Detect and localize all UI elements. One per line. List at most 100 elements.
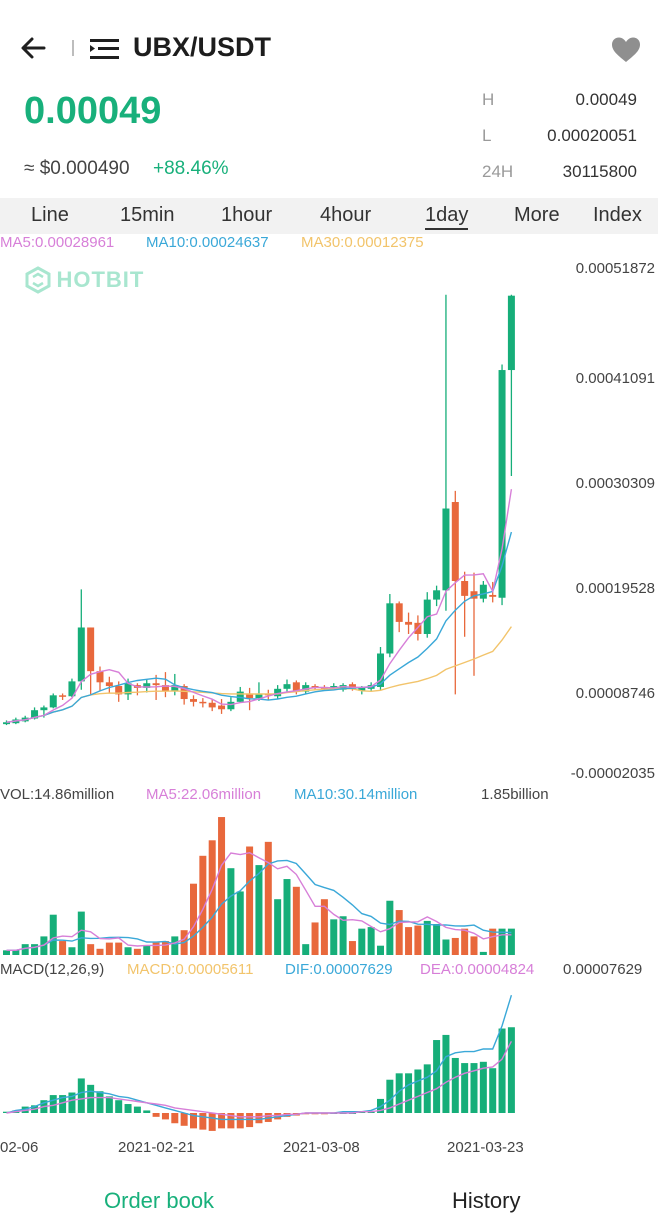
volume-bar: [31, 944, 39, 955]
macd-bar: [208, 1113, 216, 1131]
volume-bar: [274, 899, 282, 955]
tab-index[interactable]: Index: [593, 204, 642, 226]
tab-1day[interactable]: 1day: [425, 204, 469, 230]
tab-15min[interactable]: 15min: [120, 204, 175, 226]
volume-bar: [246, 846, 254, 955]
candle-body: [246, 693, 254, 699]
y-tick-label: 0.00019528: [575, 580, 655, 597]
watermark-text: HOTBIT: [56, 267, 145, 292]
y-tick-label: -0.00002035: [570, 765, 655, 782]
volume-bar: [236, 891, 244, 955]
macd-bar: [190, 1113, 197, 1129]
candle-body: [124, 683, 132, 695]
candle-body: [405, 621, 413, 625]
candle-body: [470, 591, 478, 599]
volume-bar: [470, 936, 478, 955]
candle-body: [87, 627, 95, 672]
candle-body: [283, 684, 291, 689]
back-button[interactable]: [18, 34, 50, 62]
vol-ma5-line: [6, 851, 512, 952]
macd-bar: [236, 1113, 244, 1129]
tab-1hour[interactable]: 1hour: [221, 204, 273, 226]
candle-body: [330, 686, 338, 688]
volume-bar: [3, 950, 10, 955]
x-tick-label: 2021-02-21: [118, 1139, 195, 1156]
volume-bar: [171, 936, 179, 955]
candle-body: [377, 653, 384, 687]
candle-body: [274, 688, 282, 697]
candle-body: [143, 683, 151, 688]
high-label: H: [482, 90, 495, 109]
macd-bar: [77, 1078, 85, 1113]
candle-body: [507, 295, 515, 371]
pair-title[interactable]: UBX/USDT: [133, 32, 272, 62]
candle-body: [395, 603, 403, 622]
volume-bar: [161, 941, 169, 955]
volume-bar: [442, 939, 450, 955]
vol-ma10-line: [6, 859, 512, 952]
low-value: 0.00020051: [547, 126, 637, 145]
macd-bar: [227, 1113, 235, 1129]
favorite-button[interactable]: [611, 36, 641, 64]
volume-bar: [358, 928, 366, 955]
volume-bar: [339, 916, 347, 955]
candle-body: [461, 581, 469, 596]
ma30-legend: MA30:0.00012375: [301, 234, 424, 251]
volume-bar: [498, 928, 506, 955]
volume-bar: [49, 914, 57, 955]
tab-more[interactable]: More: [514, 204, 560, 226]
ma5-line: [6, 489, 513, 723]
volume-bar: [190, 883, 197, 955]
volume-bar: [77, 911, 85, 955]
macd-chart[interactable]: [0, 975, 540, 1135]
volume-bar: [199, 855, 207, 955]
macd-bar: [171, 1113, 179, 1124]
candle-body: [3, 722, 10, 725]
candle-body: [498, 370, 506, 598]
macd-bar: [105, 1096, 113, 1113]
volume-chart[interactable]: [0, 800, 540, 958]
volume-24h-label: 24H: [482, 162, 514, 181]
volume-bar: [68, 947, 76, 955]
tab-order-book[interactable]: Order book: [104, 1188, 215, 1213]
candle-body: [236, 691, 244, 702]
volume-bar: [59, 941, 67, 955]
candle-body: [227, 701, 235, 710]
macd-bar: [199, 1113, 207, 1130]
macd-bar: [451, 1057, 459, 1113]
macd-value-legend: MACD:0.00005611: [127, 961, 254, 978]
candle-body: [442, 508, 450, 591]
tab-history[interactable]: History: [452, 1188, 521, 1213]
volume-bar: [414, 925, 422, 955]
tab-line[interactable]: Line: [31, 204, 69, 226]
candle-body: [180, 686, 188, 700]
tab-4hour[interactable]: 4hour: [320, 204, 372, 226]
macd-bar: [405, 1073, 413, 1113]
candle-body: [339, 685, 347, 690]
volume-bar: [330, 919, 338, 955]
macd-bar: [498, 1028, 506, 1113]
volume-bar: [507, 928, 515, 955]
vol-max-label: 1.85billion: [481, 786, 549, 803]
candle-body: [77, 627, 85, 682]
candlestick-chart[interactable]: [0, 250, 540, 770]
candle-body: [208, 702, 216, 708]
macd-bar: [442, 1034, 450, 1113]
dif-legend: DIF:0.00007629: [285, 961, 393, 978]
volume-bar: [405, 927, 413, 955]
volume-24h-value: 30115800: [562, 162, 637, 181]
volume-bar: [143, 945, 151, 955]
volume-bar: [218, 817, 226, 955]
ma10-legend: MA10:0.00024637: [146, 234, 269, 251]
volume-bar: [367, 927, 375, 955]
dif-line: [6, 994, 513, 1121]
market-menu-button[interactable]: [89, 37, 121, 61]
macd-bar: [386, 1079, 394, 1113]
macd-bar: [414, 1069, 422, 1113]
candle-body: [68, 681, 76, 697]
volume-bar: [227, 868, 235, 955]
volume-bar: [21, 944, 29, 955]
candle-body: [255, 693, 263, 699]
macd-bar: [470, 1063, 478, 1113]
y-tick-label: 0.00051872: [575, 260, 655, 277]
